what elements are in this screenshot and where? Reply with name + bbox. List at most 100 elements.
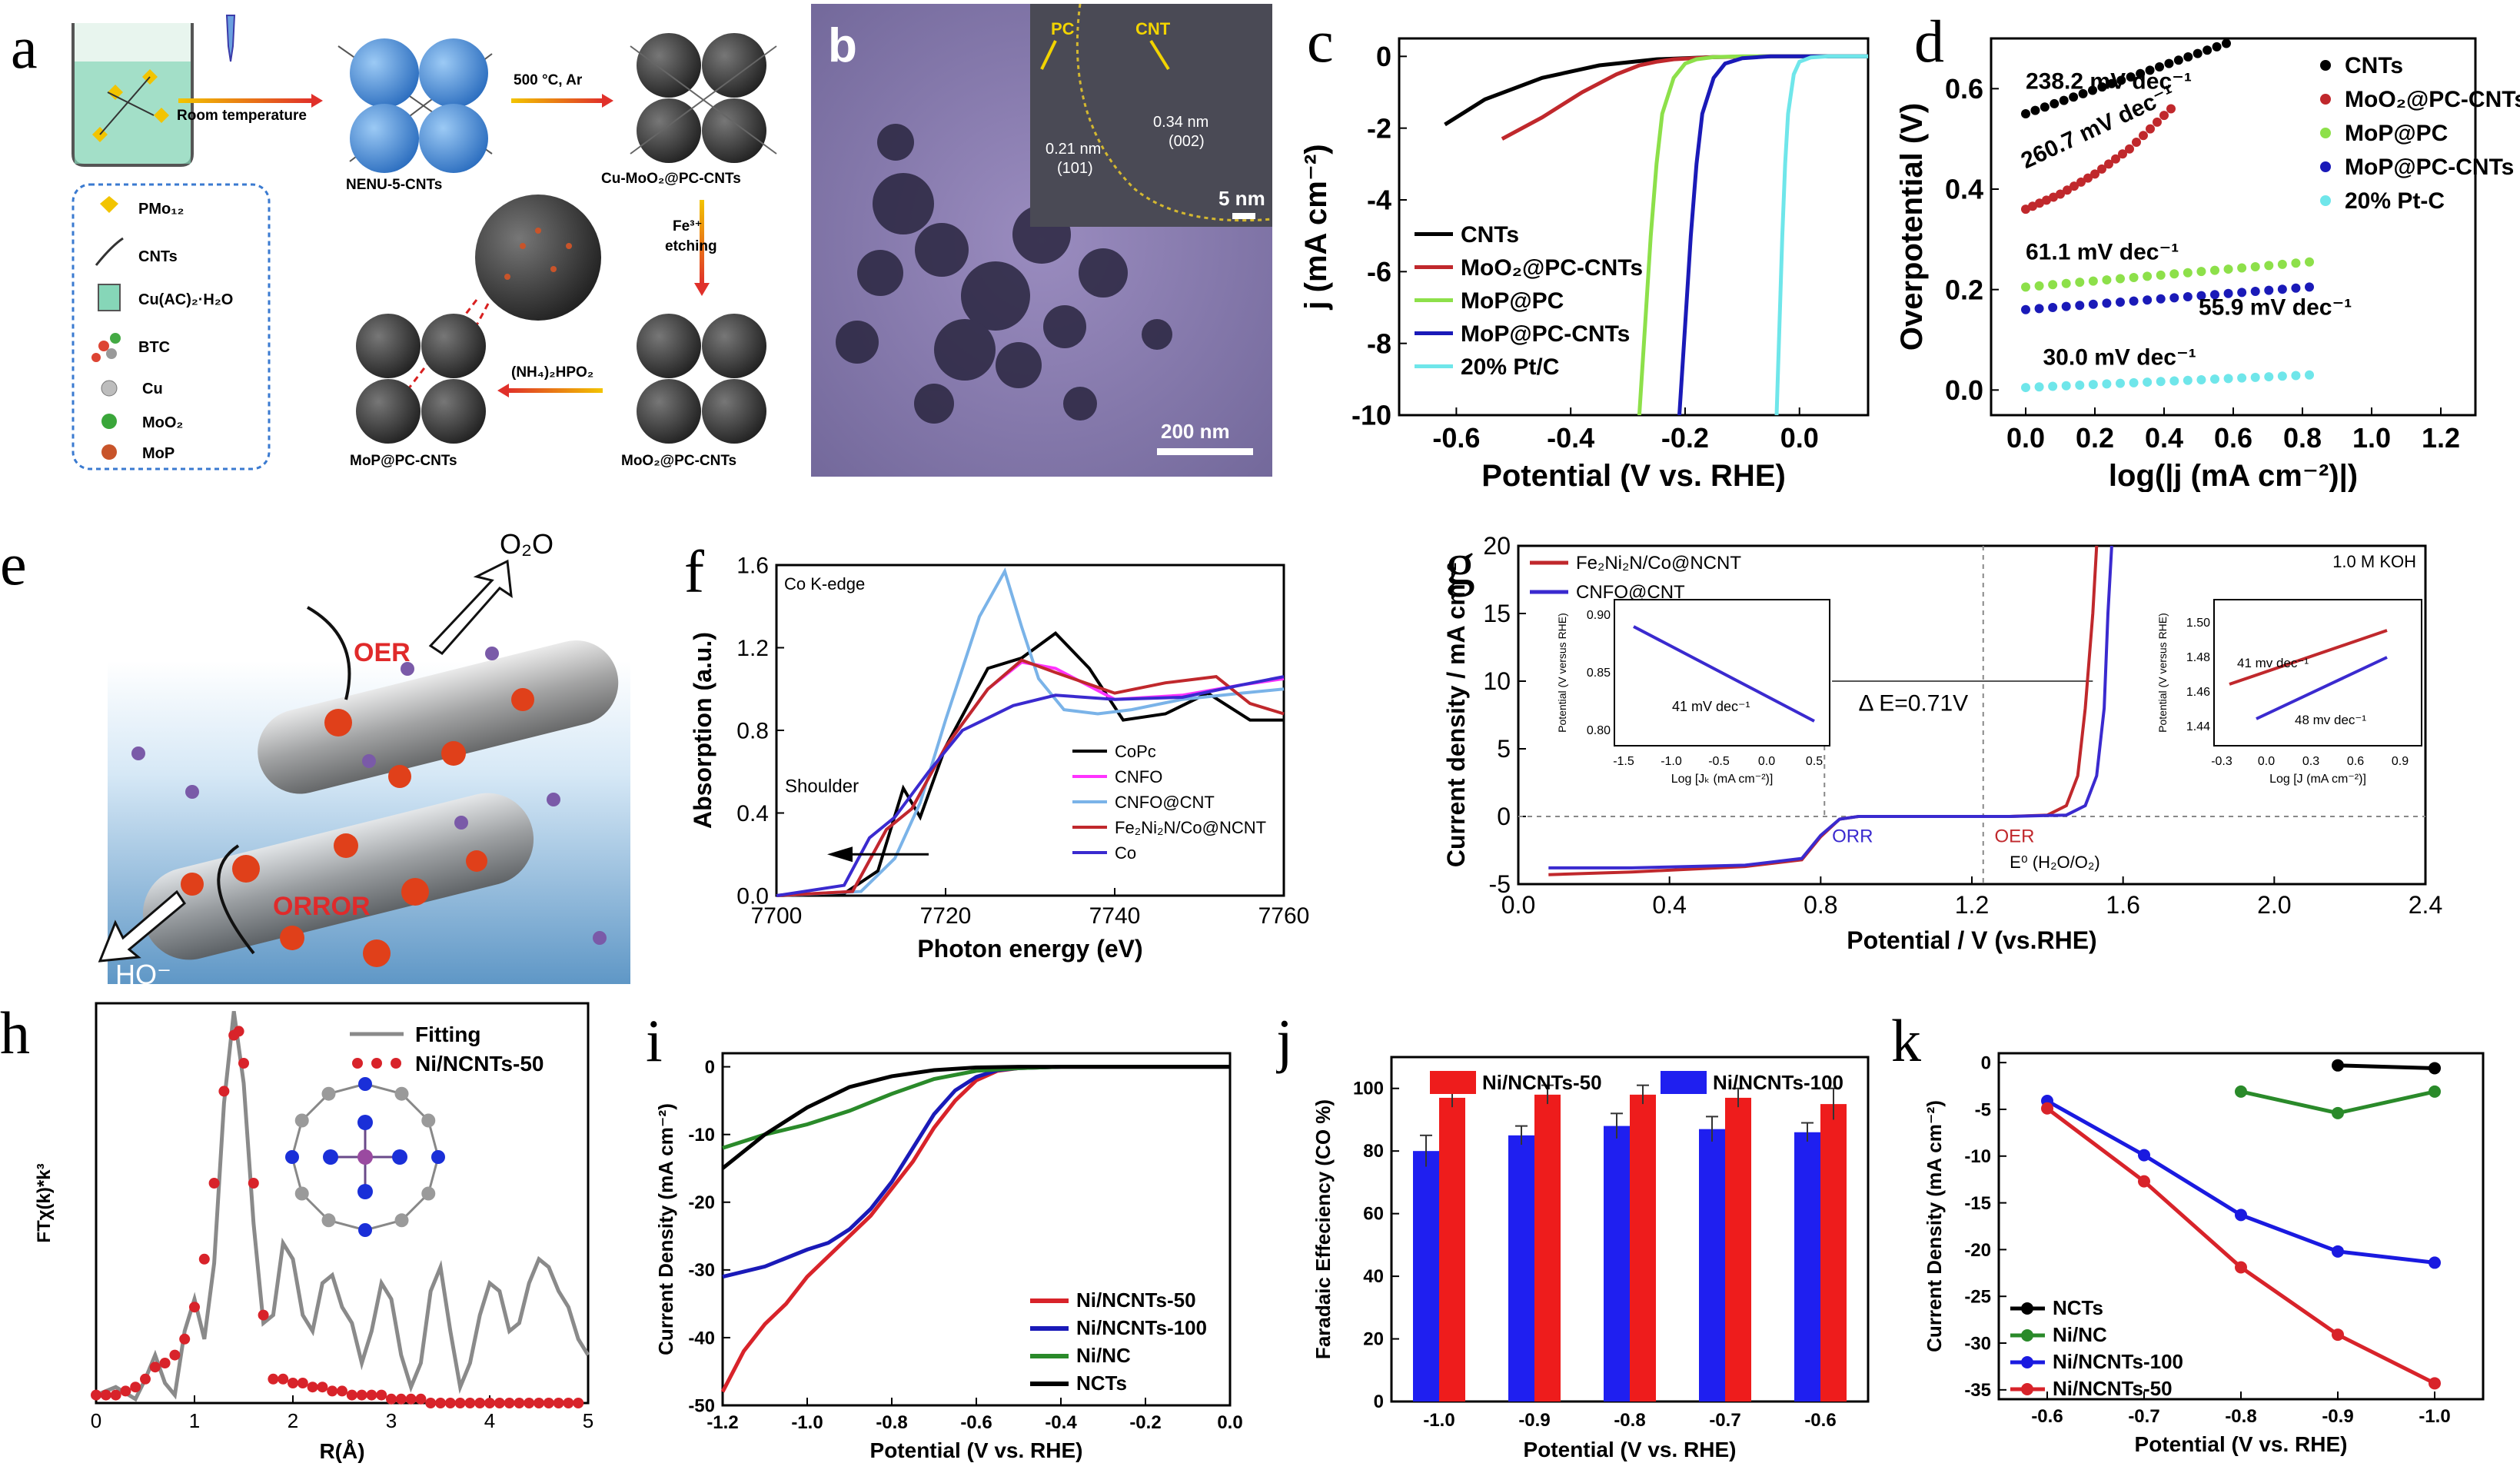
y-tick-label-d: 0.2 [1945, 274, 1983, 305]
x-tick-label-i: 0.0 [1217, 1412, 1242, 1433]
y-tick-label-g: 5 [1497, 735, 1511, 763]
y-axis-label-k: Current Density (mA cm⁻²) [1923, 1100, 1946, 1352]
data-point-MoP@PC-CNTs [2250, 287, 2260, 296]
data-point-MoP@PC [2291, 258, 2301, 268]
step3-top: Fe³⁺ [673, 218, 703, 234]
bar-Ni/NCNTs-50 [1725, 1097, 1751, 1402]
atom-dot [285, 1150, 299, 1164]
series-line-fitting [95, 1011, 590, 1402]
o2-out-arrow-icon [428, 559, 513, 655]
data-point-ni-ncnts-50 [454, 1398, 466, 1408]
data-point-MoO₂@PC-CNTs [2090, 169, 2099, 179]
series-line-20% Pt/C [1774, 54, 1868, 415]
data-point-ni-ncnts-50 [425, 1398, 437, 1408]
bar-Ni/NCNTs-100 [1794, 1132, 1820, 1402]
y-tick-label-k: -35 [1964, 1380, 1991, 1401]
inset-x-label-1: Log [Jₖ (mA cm⁻²)] [1671, 773, 1774, 786]
x-tick-label-h: 2 [288, 1409, 298, 1432]
data-point-MoP@PC [2196, 267, 2206, 277]
x-tick-label-d: 0.2 [2076, 422, 2114, 454]
data-point-20% Pt-C [2250, 372, 2260, 382]
legend-label-c: CNTs [1461, 222, 1519, 248]
data-point-CNTs [2155, 62, 2164, 72]
legend-label-f: CNFO@CNT [1115, 793, 1215, 812]
y-tick-label-k: -15 [1964, 1193, 1991, 1214]
data-point-ni-ncnts-50 [366, 1389, 377, 1401]
data-point-ni-ncnts-50 [258, 1309, 269, 1321]
legend-label-h: Ni/NCNTs-50 [415, 1052, 544, 1076]
chart-g: g 0.0 0.4 0.8 1.2 1.6 2.0 2.4 -5 0 5 10 15 20 Potentia… [1445, 530, 2442, 954]
y-tick-label-j: 60 [1363, 1204, 1384, 1225]
legend-label-h: Fitting [415, 1022, 481, 1046]
bar-Ni/NCNTs-100 [1508, 1135, 1534, 1402]
tem-scale-label: 200 nm [1161, 420, 1230, 443]
y-tick-label-g: 15 [1483, 600, 1511, 627]
data-point-Ni/NCNTs-50 [2138, 1175, 2150, 1188]
series-line-MoP@PC [1637, 54, 1868, 415]
x-tick-label-g: 0.0 [1501, 891, 1535, 919]
data-point-MoP@PC-CNTs [2291, 283, 2301, 293]
n-atom-dot [357, 1115, 373, 1130]
y-axis-label-d: Overpotential (V) [1895, 103, 1929, 351]
cu-moo2-pc-cnts-graphic [630, 33, 777, 163]
legend-label-f: Fe₂Ni₂N/Co@NCNT [1115, 818, 1266, 837]
data-point-MoO₂@PC-CNTs [2153, 117, 2162, 127]
y-tick-label-f: 0.8 [736, 719, 769, 744]
scheme-name-3: MoO₂@PC-CNTs [621, 453, 736, 469]
y-tick-label-i: -30 [688, 1260, 715, 1281]
data-point-MoP@PC [2156, 270, 2166, 280]
mop-pc-cnts-graphic [356, 314, 486, 444]
y-tick-label-f: 0.4 [736, 801, 769, 826]
data-point-CNTs [2222, 38, 2231, 48]
cu-dot-icon [101, 380, 118, 397]
data-point-ni-ncnts-50 [563, 1398, 574, 1408]
data-point-MoO₂@PC-CNTs [2111, 154, 2120, 164]
data-point-MoO₂@PC-CNTs [2035, 198, 2044, 208]
inset-y-tick-1: 0.80 [1587, 724, 1611, 737]
inset-line-2a [2229, 629, 2388, 686]
legend-pmo12: PMo₁₂ [138, 201, 184, 218]
x-tick-label-h: 5 [583, 1409, 593, 1432]
y-tick-label-f: 1.2 [736, 636, 769, 661]
data-point-MoO₂@PC-CNTs [2076, 177, 2086, 187]
x-tick-label-i: -1.0 [791, 1412, 823, 1433]
x-tick-label-g: 1.2 [1955, 891, 1989, 919]
x-tick-label-j: -0.9 [1518, 1410, 1550, 1431]
x-tick-label-k: -1.0 [2419, 1406, 2450, 1427]
data-point-ni-ncnts-50 [208, 1178, 220, 1189]
data-point-ni-ncnts-50 [268, 1373, 279, 1385]
data-point-MoO₂@PC-CNTs [2042, 195, 2051, 205]
step4-label: (NH₄)₂HPO₂ [511, 364, 593, 381]
slope-annotation: 238.2 mV dec⁻¹ [2026, 68, 2192, 94]
oh-label: HO⁻ [115, 959, 171, 984]
legend-dot-k [2021, 1329, 2033, 1342]
data-point-20% Pt-C [2021, 383, 2030, 393]
inset-y-tick-2: 1.50 [2186, 617, 2210, 630]
data-point-MoP@PC-CNTs [2116, 298, 2125, 307]
x-tick-label-i: -0.2 [1129, 1412, 1161, 1433]
x-tick-label-d: 1.0 [2352, 422, 2391, 454]
scheme-legend-box [71, 183, 271, 471]
panel-label-a: a [11, 14, 38, 81]
delta-e-annotation: Δ E=0.71V [1859, 691, 1969, 717]
molecules [131, 647, 607, 945]
legend-label-j: Ni/NCNTs-100 [1713, 1071, 1843, 1094]
legend-label-c: MoP@PC-CNTs [1461, 321, 1630, 347]
series-line-NCTs [2337, 1063, 2435, 1070]
data-point-ni-ncnts-50 [386, 1393, 397, 1405]
data-point-MoP@PC [2237, 263, 2247, 273]
data-point-ni-ncnts-50 [553, 1398, 564, 1408]
data-point-MoO₂@PC-CNTs [2070, 181, 2079, 191]
inset-annotation-1: 41 mV dec⁻¹ [1672, 699, 1750, 714]
data-point-ni-ncnts-50 [346, 1389, 357, 1401]
data-point-CNTs [2173, 55, 2183, 65]
cu-ac-icon [98, 284, 121, 311]
inset-y-label-1: Potential (V versus RHE) [1556, 613, 1568, 733]
chart-j: j 0 20 40 60 80 100 -1.0 -0.9 -0.8 -0.7 -0.6 Potenti… [1276, 1007, 1870, 1461]
data-point-MoP@PC-CNTs [2264, 285, 2274, 295]
plot-area-g: 0.0 0.4 0.8 1.2 1.6 2.0 2.4 -5 0 5 10 15 20 Potential… [1445, 532, 2442, 954]
tem-scale-bar [1157, 448, 1253, 455]
panel-label-e: e [0, 530, 27, 597]
y-axis-label-g: Current density / mA cm⁻² [1445, 563, 1470, 867]
legend-marker-d [2320, 161, 2331, 172]
